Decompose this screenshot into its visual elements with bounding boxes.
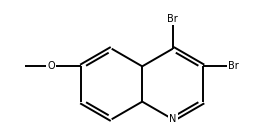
- Text: N: N: [169, 114, 176, 124]
- Text: Br: Br: [167, 14, 178, 24]
- Text: O: O: [47, 61, 55, 71]
- Text: Br: Br: [228, 61, 239, 71]
